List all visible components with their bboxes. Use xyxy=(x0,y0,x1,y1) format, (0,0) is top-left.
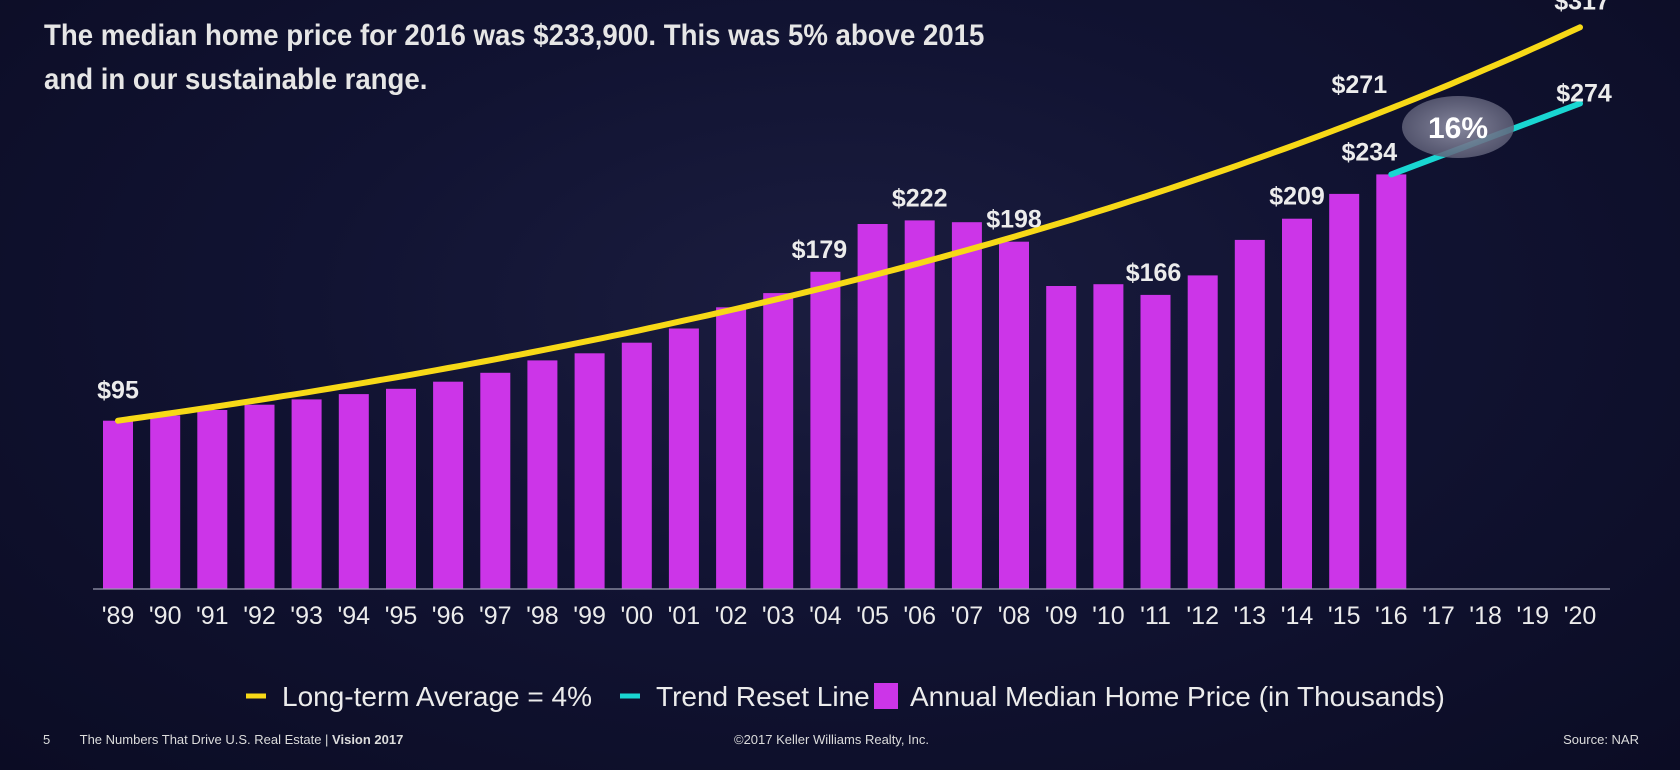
bar-00 xyxy=(621,342,652,589)
footer-left: 5 The Numbers That Drive U.S. Real Estat… xyxy=(43,732,403,747)
bar-90 xyxy=(150,415,181,589)
x-tick-label: '91 xyxy=(196,602,229,630)
data-label: $166 xyxy=(1126,259,1182,287)
bar-04 xyxy=(810,271,841,589)
x-tick-label: '14 xyxy=(1281,602,1314,630)
x-tick-label: '15 xyxy=(1328,602,1361,630)
data-label: $198 xyxy=(986,206,1042,234)
legend-annual-median-text: Annual Median Home Price (in Thousands) xyxy=(910,681,1445,712)
bar-13 xyxy=(1234,239,1265,589)
x-tick-label: '07 xyxy=(951,602,984,630)
legend-long-term-text: Long-term Average = 4% xyxy=(282,681,592,712)
bar-14 xyxy=(1282,218,1312,589)
bar-93 xyxy=(291,399,322,589)
bar-97 xyxy=(480,372,511,589)
bar-91 xyxy=(197,410,228,589)
x-tick-label: '02 xyxy=(715,602,748,630)
x-tick-label: '04 xyxy=(809,602,842,630)
bars-group xyxy=(103,174,1407,589)
bar-92 xyxy=(244,404,275,589)
annotation-text: 16% xyxy=(1428,112,1488,145)
data-label: $234 xyxy=(1341,138,1397,166)
x-tick-label: '03 xyxy=(762,602,795,630)
bar-08 xyxy=(999,241,1029,589)
x-tick-label: '13 xyxy=(1234,602,1267,630)
x-tick-label: '89 xyxy=(102,602,135,630)
bar-94 xyxy=(338,394,369,589)
footer-vision-text: Vision 2017 xyxy=(332,732,404,747)
data-labels: $95 $179 $222 $198 $166 $209 $234 $271 $317 $274 xyxy=(97,0,1612,405)
page-number: 5 xyxy=(43,732,51,747)
x-tick-label: '12 xyxy=(1186,602,1219,630)
x-tick-label: '16 xyxy=(1375,602,1408,630)
footer-series-text: The Numbers That Drive U.S. Real Estate … xyxy=(79,732,329,747)
annotation-16-percent: 16% xyxy=(1402,96,1514,158)
title-line-1: The median home price for 2016 was $233,… xyxy=(44,19,985,52)
x-tick-label: '95 xyxy=(385,602,418,630)
legend-trend-reset-text: Trend Reset Line xyxy=(656,681,870,712)
bar-15 xyxy=(1329,193,1360,589)
bar-06 xyxy=(904,220,935,589)
x-tick-label: '17 xyxy=(1422,602,1455,630)
bar-95 xyxy=(386,388,416,589)
bar-07 xyxy=(951,222,982,589)
x-tick-label: '08 xyxy=(998,602,1031,630)
annotation-bubble xyxy=(1402,96,1514,158)
x-tick-label: '98 xyxy=(526,602,559,630)
footer-source: Source: NAR xyxy=(1563,732,1639,747)
footer-copyright: ©2017 Keller Williams Realty, Inc. xyxy=(734,732,930,747)
bar-03 xyxy=(763,293,794,589)
legend: Long-term Average = 4% Trend Reset Line An… xyxy=(246,681,1445,712)
bar-12 xyxy=(1187,275,1218,589)
data-label: $179 xyxy=(792,236,848,264)
data-label: $317 xyxy=(1554,0,1610,15)
x-tick-label: '01 xyxy=(668,602,701,630)
bar-99 xyxy=(574,353,605,589)
bar-98 xyxy=(527,360,558,589)
x-tick-label: '18 xyxy=(1469,602,1502,630)
slide-title: The median home price for 2016 was $233,… xyxy=(44,14,1148,102)
legend-annual-median-swatch xyxy=(874,683,898,709)
data-label: $95 xyxy=(97,377,139,405)
x-tick-label: '11 xyxy=(1140,602,1171,630)
x-tick-label: '06 xyxy=(903,602,936,630)
bar-11 xyxy=(1140,294,1171,589)
x-tick-labels: '89 '90 '91 '92 '93 '94 '95 '96 '97 '98 '99 '00 '01 '… xyxy=(102,602,1597,630)
x-tick-label: '90 xyxy=(149,602,182,630)
x-tick-label: '10 xyxy=(1092,602,1125,630)
x-tick-label: '19 xyxy=(1517,602,1550,630)
data-label: $271 xyxy=(1331,71,1387,99)
bar-89 xyxy=(103,420,133,589)
bar-01 xyxy=(668,328,699,589)
bar-10 xyxy=(1093,284,1124,589)
bar-02 xyxy=(716,307,747,589)
x-tick-label: '97 xyxy=(479,602,512,630)
x-tick-label: '99 xyxy=(573,602,606,630)
x-tick-label: '05 xyxy=(856,602,889,630)
x-tick-label: '96 xyxy=(432,602,465,630)
data-label: $274 xyxy=(1556,80,1612,108)
data-label: $222 xyxy=(892,184,948,212)
x-tick-label: '93 xyxy=(290,602,323,630)
title-line-2: and in our sustainable range. xyxy=(44,63,428,96)
bar-96 xyxy=(433,381,464,589)
x-tick-label: '94 xyxy=(338,602,371,630)
bar-05 xyxy=(857,224,888,589)
data-label: $209 xyxy=(1269,183,1325,211)
x-tick-label: '09 xyxy=(1045,602,1078,630)
x-tick-label: '92 xyxy=(243,602,276,630)
bar-16 xyxy=(1376,174,1407,589)
long-term-average-line xyxy=(115,24,1583,424)
x-tick-label: '00 xyxy=(621,602,654,630)
bar-09 xyxy=(1046,286,1077,589)
x-tick-label: '20 xyxy=(1564,602,1597,630)
